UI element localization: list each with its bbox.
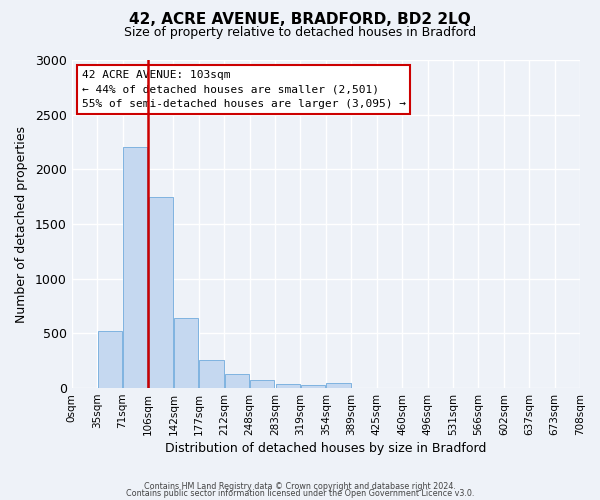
Bar	[199, 360, 224, 388]
Text: 42, ACRE AVENUE, BRADFORD, BD2 2LQ: 42, ACRE AVENUE, BRADFORD, BD2 2LQ	[129, 12, 471, 28]
Text: 42 ACRE AVENUE: 103sqm
← 44% of detached houses are smaller (2,501)
55% of semi-: 42 ACRE AVENUE: 103sqm ← 44% of detached…	[82, 70, 406, 110]
Text: Size of property relative to detached houses in Bradford: Size of property relative to detached ho…	[124, 26, 476, 39]
Bar	[275, 384, 300, 388]
Bar	[149, 196, 173, 388]
Bar	[174, 318, 198, 388]
Bar	[301, 385, 325, 388]
Text: Contains HM Land Registry data © Crown copyright and database right 2024.: Contains HM Land Registry data © Crown c…	[144, 482, 456, 491]
Text: Contains public sector information licensed under the Open Government Licence v3: Contains public sector information licen…	[126, 488, 474, 498]
Bar	[98, 331, 122, 388]
Bar	[123, 148, 147, 388]
Bar	[250, 380, 274, 388]
X-axis label: Distribution of detached houses by size in Bradford: Distribution of detached houses by size …	[165, 442, 487, 455]
Y-axis label: Number of detached properties: Number of detached properties	[15, 126, 28, 322]
Bar	[326, 382, 350, 388]
Bar	[225, 374, 249, 388]
